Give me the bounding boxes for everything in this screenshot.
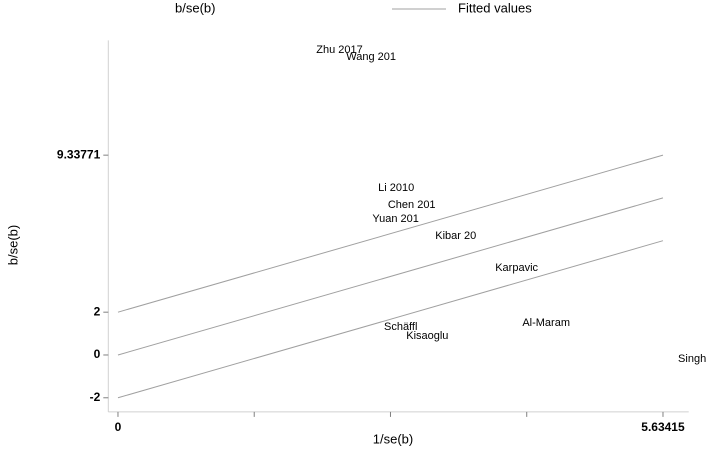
point-label: Zhu 2017	[316, 44, 362, 56]
point-label: Singh 20	[678, 353, 708, 365]
point-label: Wang 201	[346, 51, 396, 63]
point-label: Yuan 201	[372, 213, 419, 225]
point-label: Chen 201	[388, 199, 436, 211]
y-tick-label: 2	[94, 304, 101, 318]
point-label: Karpavic	[495, 262, 538, 274]
point-label: Kibar 20	[435, 230, 476, 242]
fitted-line	[117, 197, 664, 356]
point-label: Al-Maram	[522, 317, 570, 329]
point-label: Schäffl	[384, 321, 417, 333]
y-tick-label: 0	[94, 347, 101, 361]
x-tick-label: 0	[115, 420, 122, 434]
band-line	[117, 240, 664, 399]
x-axis-title: 1/se(b)	[373, 431, 413, 446]
legend-label: Fitted values	[458, 0, 532, 15]
point-label: Kisaoglu	[406, 330, 448, 342]
x-tick-label: 5.63415	[641, 420, 685, 434]
y-tick-label: 9.33771	[57, 147, 101, 161]
y-tick-label: -2	[90, 390, 101, 404]
point-label: Li 2010	[378, 182, 414, 194]
band-line	[117, 154, 664, 313]
y-axis-title: b/se(b)	[5, 225, 20, 265]
legend-label: b/se(b)	[175, 0, 215, 15]
